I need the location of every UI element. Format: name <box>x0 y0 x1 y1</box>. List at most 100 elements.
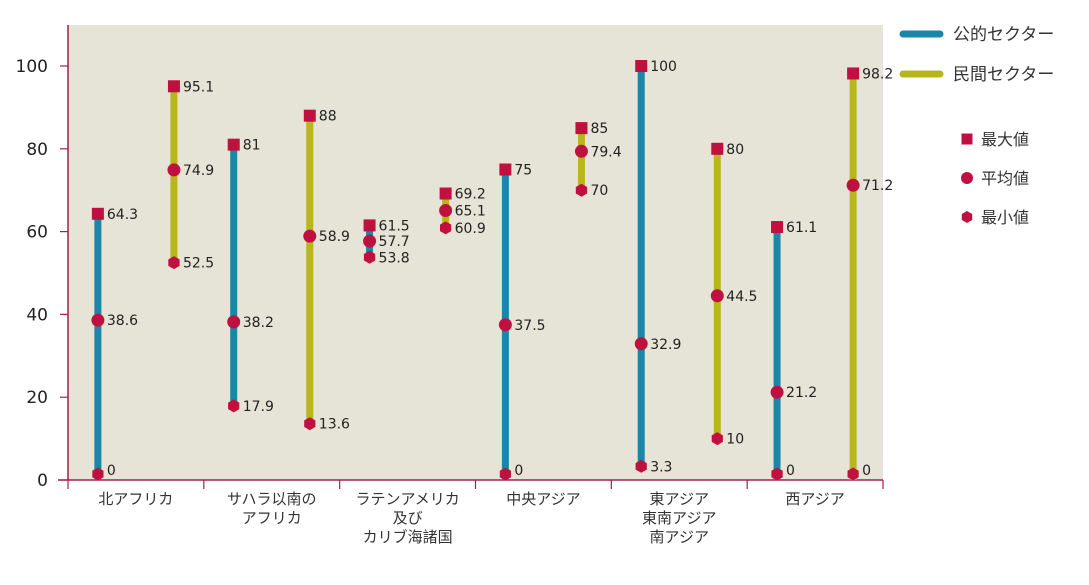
value-label: 61.5 <box>379 218 410 234</box>
series-1: 95.1 74.9 52.5 88 58.9 13.6 69.265.1 60.9 85 79.4… <box>167 66 893 481</box>
category-label: 南アジア <box>650 528 709 546</box>
value-label: 37.5 <box>514 318 545 334</box>
mean-marker-icon <box>498 318 512 332</box>
max-marker-icon <box>227 138 240 151</box>
value-label: 70 <box>590 183 608 199</box>
legend-marker-label: 平均値 <box>981 169 1029 188</box>
y-tick-label: 0 <box>37 471 48 491</box>
min-marker-icon <box>711 432 723 446</box>
category-label: ラテンアメリカ <box>355 490 459 508</box>
category-label: 東南アジア <box>642 509 716 527</box>
category-label: 及び <box>393 509 423 527</box>
category-label: 西アジア <box>785 490 844 508</box>
min-marker-icon <box>771 467 783 481</box>
mean-marker-icon <box>846 178 860 192</box>
value-label: 80 <box>726 142 744 158</box>
value-label: 71.2 <box>862 178 893 194</box>
mean-marker-icon <box>303 229 317 243</box>
max-marker-icon <box>575 122 588 135</box>
mean-marker-icon <box>167 163 181 177</box>
value-label: 3.3 <box>650 459 672 475</box>
legend-series-label: 民間セクター <box>953 65 1054 85</box>
category-label: 中央アジア <box>506 490 580 508</box>
max-marker-icon <box>439 187 452 200</box>
y-tick-label: 20 <box>26 388 48 408</box>
min-marker-icon <box>168 256 180 270</box>
value-label: 61.1 <box>786 220 817 236</box>
legend-marker-label: 最大値 <box>981 130 1029 149</box>
max-marker-icon <box>771 221 784 234</box>
min-marker-icon <box>499 467 511 481</box>
category-label: アフリカ <box>242 509 302 527</box>
value-label: 52.5 <box>183 256 214 272</box>
max-marker-icon <box>167 80 180 93</box>
max-marker-icon <box>847 67 860 80</box>
max-marker-icon <box>635 60 648 72</box>
legend-square-icon <box>961 133 973 145</box>
y-tick-label: 60 <box>26 223 48 243</box>
y-tick-label: 80 <box>26 140 48 160</box>
max-marker-icon <box>711 142 724 155</box>
series-0: 64.3 38.6 0 81 38.2 17.9 61.557.753.8 75 37.5 0 10… <box>91 59 817 481</box>
value-label: 21.2 <box>786 385 817 401</box>
max-marker-icon <box>363 219 376 232</box>
value-label: 88 <box>319 109 337 125</box>
value-label: 65.1 <box>455 203 486 219</box>
value-label: 98.2 <box>862 66 893 82</box>
min-marker-icon <box>304 417 316 431</box>
value-label: 85 <box>590 121 608 137</box>
axes: 0 20 40 60 80 100 <box>16 25 884 491</box>
value-label: 0 <box>514 463 523 479</box>
mean-marker-icon <box>770 385 784 399</box>
mean-marker-icon <box>91 313 105 327</box>
value-label: 64.3 <box>107 207 138 223</box>
value-label: 95.1 <box>183 79 214 95</box>
min-marker-icon <box>228 399 240 413</box>
max-marker-icon <box>91 207 104 220</box>
mean-marker-icon <box>439 203 453 217</box>
value-label: 74.9 <box>183 163 214 179</box>
value-label: 32.9 <box>650 337 681 353</box>
legend-hexagon-icon <box>961 211 973 223</box>
legend-circle-icon <box>961 172 973 184</box>
value-label: 79.4 <box>590 144 621 160</box>
category-label: カリブ海諸国 <box>363 528 453 546</box>
value-label: 13.6 <box>319 417 350 433</box>
category-label: サハラ以南の <box>227 490 316 508</box>
value-label: 81 <box>243 138 261 154</box>
value-label: 69.2 <box>455 187 486 203</box>
min-marker-icon <box>575 183 588 197</box>
category-label: 北アフリカ <box>98 490 173 508</box>
value-label: 38.2 <box>243 315 274 331</box>
y-tick-label: 100 <box>16 57 48 77</box>
value-label: 44.5 <box>726 289 757 305</box>
y-tick-label: 40 <box>26 305 48 325</box>
series-group: 64.3 38.6 0 81 38.2 17.9 61.557.753.8 75 37.5 0 10… <box>91 59 893 481</box>
legend-series-label: 公的セクター <box>953 25 1054 45</box>
mean-marker-icon <box>227 315 241 329</box>
max-marker-icon <box>499 163 512 176</box>
value-label: 38.6 <box>107 313 138 329</box>
value-label: 53.8 <box>379 250 410 266</box>
min-marker-icon <box>635 459 647 473</box>
min-marker-icon <box>92 467 104 481</box>
min-marker-icon <box>440 221 452 235</box>
plot-background <box>68 25 883 480</box>
mean-marker-icon <box>634 337 648 351</box>
max-marker-icon <box>303 109 316 122</box>
value-label: 0 <box>107 463 116 479</box>
mean-marker-icon <box>710 289 724 303</box>
value-label: 0 <box>786 463 795 479</box>
value-label: 75 <box>514 163 532 179</box>
mean-marker-icon <box>574 144 588 158</box>
value-label: 60.9 <box>455 221 486 237</box>
category-label: 東アジア <box>650 490 709 508</box>
value-label: 0 <box>862 463 871 479</box>
legend-marker-label: 最小値 <box>981 208 1029 227</box>
value-label: 100 <box>650 59 677 75</box>
min-marker-icon <box>847 467 859 481</box>
value-label: 58.9 <box>319 229 350 245</box>
